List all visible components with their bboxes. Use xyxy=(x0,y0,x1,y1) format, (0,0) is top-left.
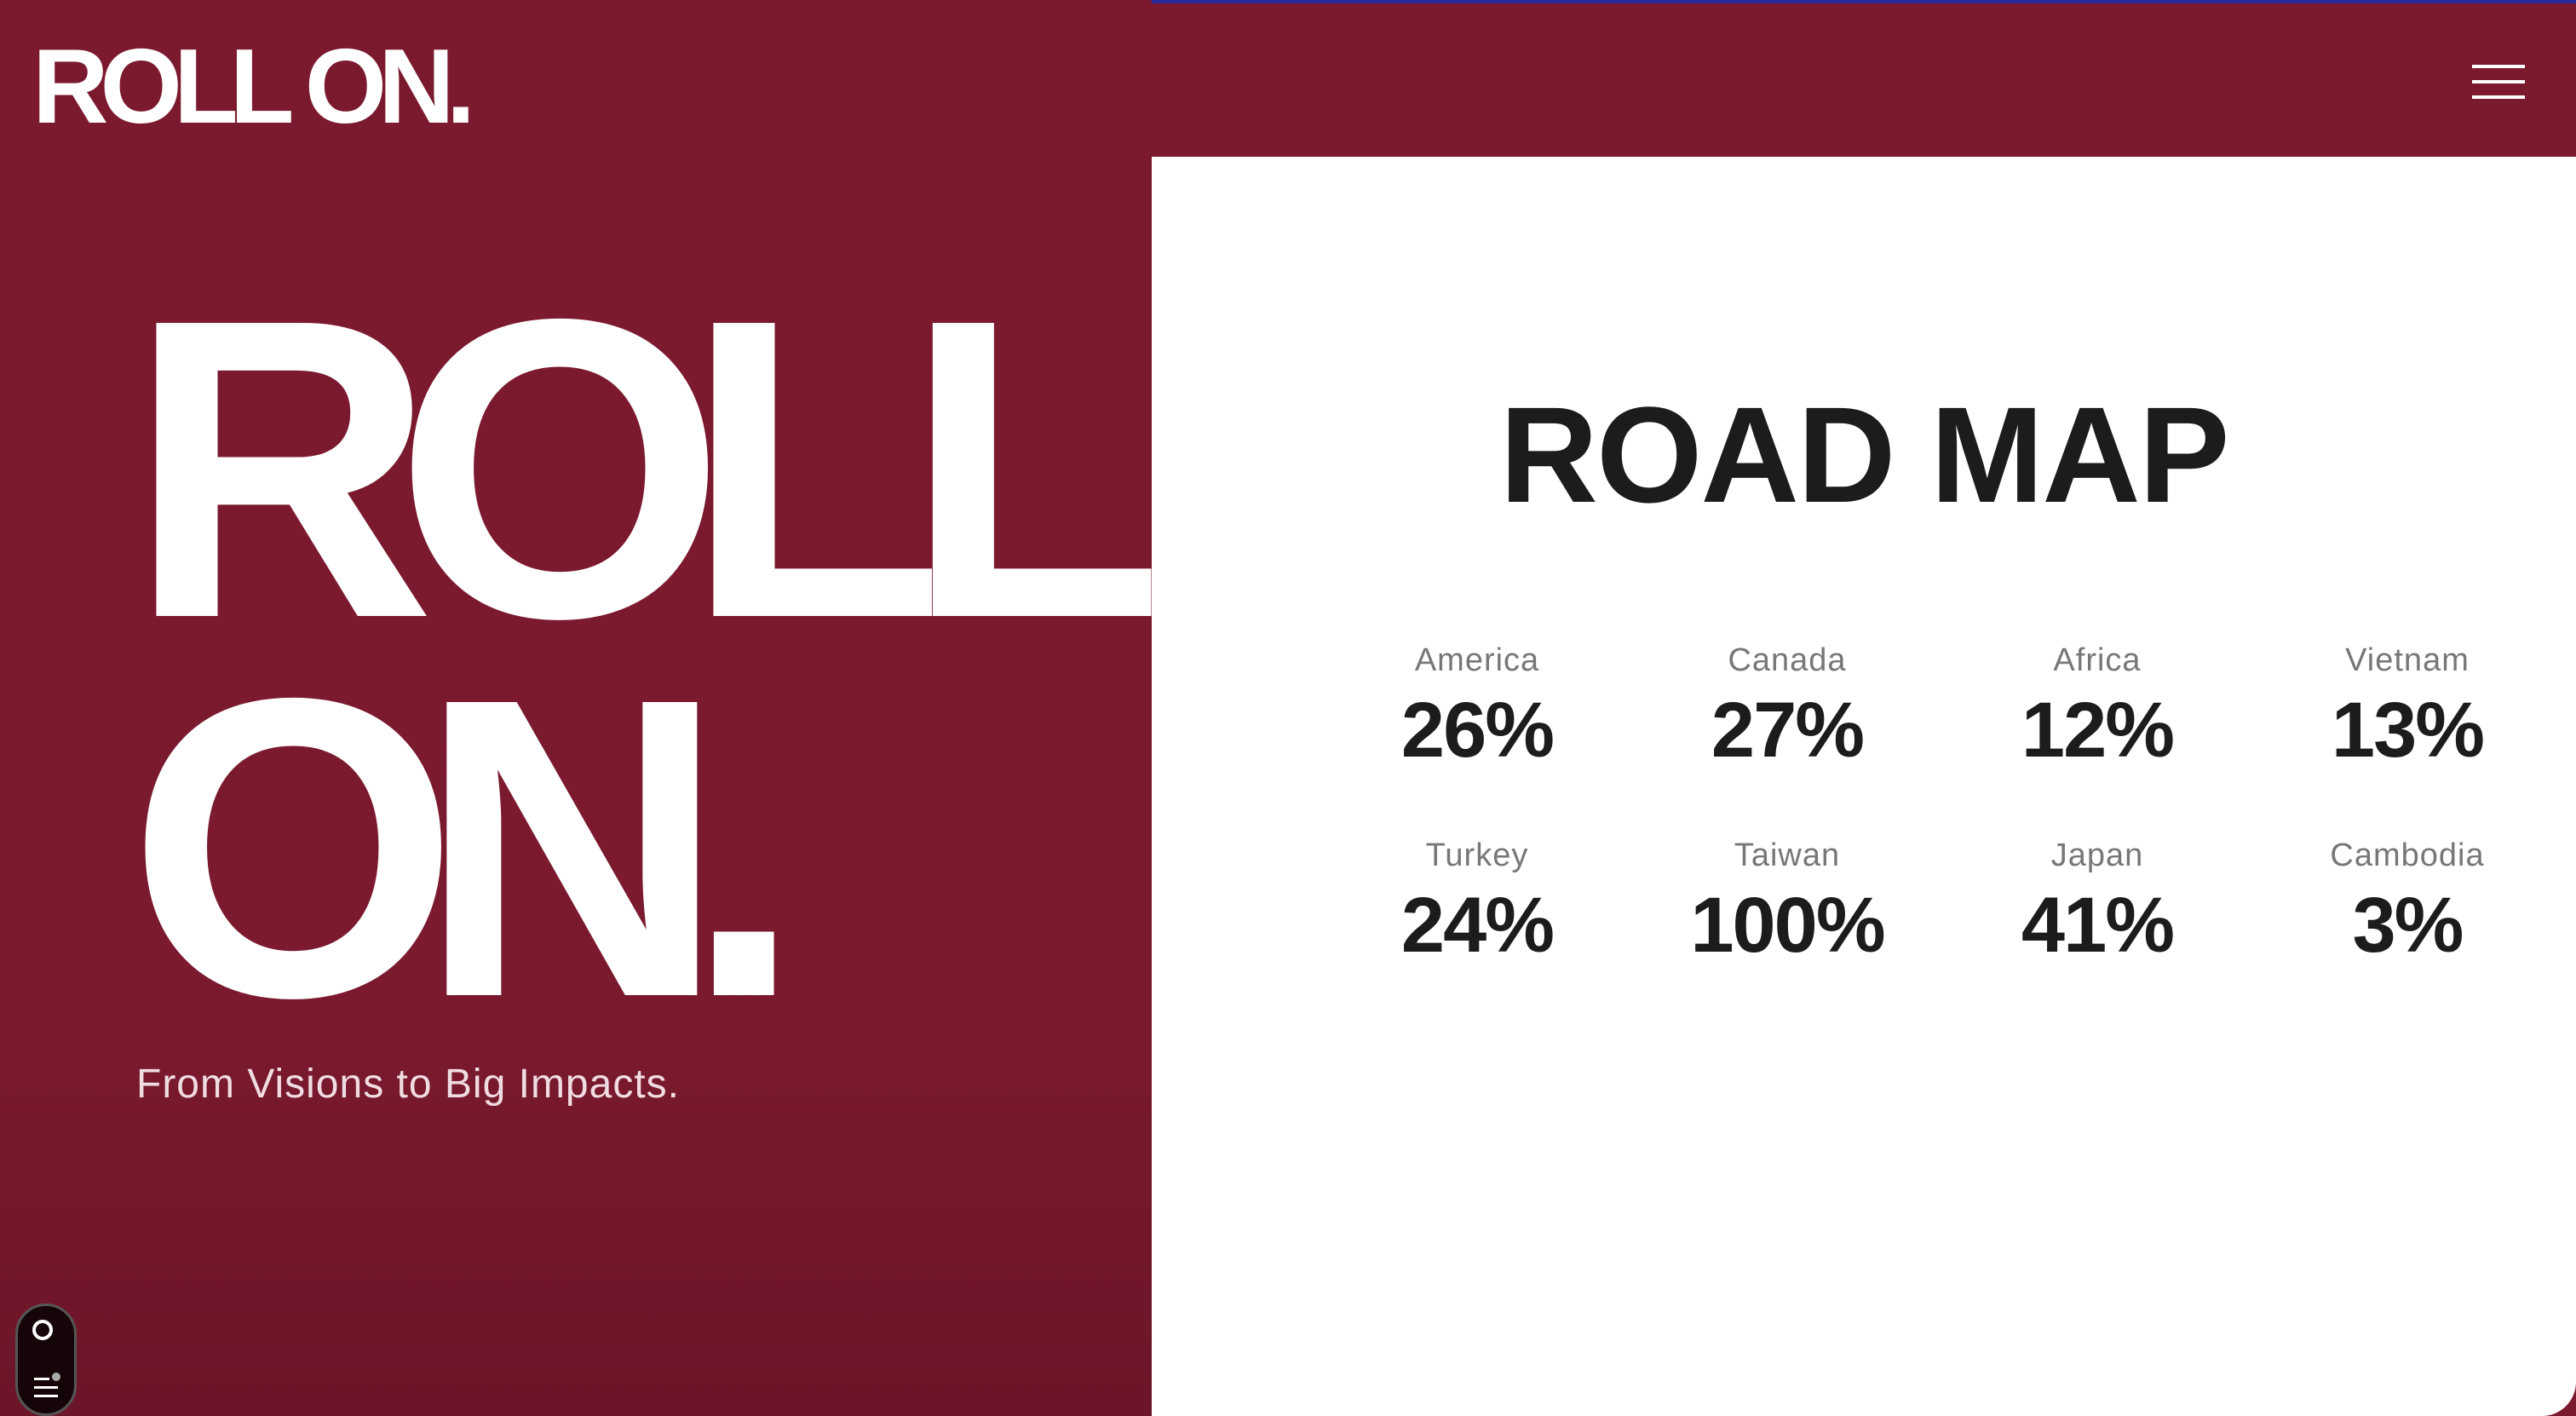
country-label: Africa xyxy=(2053,642,2142,678)
roadmap-grid: America 26% Canada 27% Africa 12% Vietnam 13… xyxy=(1322,642,2562,964)
roadmap-item: Canada 27% xyxy=(1632,642,1942,769)
country-percent: 24% xyxy=(1400,882,1555,969)
country-percent: 100% xyxy=(1690,882,1885,969)
hero-title-line1: ROLL xyxy=(128,230,1164,706)
hamburger-menu-icon[interactable] xyxy=(2472,65,2525,99)
hero-title-line2: ON. xyxy=(128,609,803,1085)
country-label: Taiwan xyxy=(1734,838,1841,873)
notification-dot-icon xyxy=(52,1373,60,1381)
hero-section xyxy=(0,0,1152,1416)
hero-tagline: From Visions to Big Impacts. xyxy=(136,1062,680,1107)
roadmap-item: Taiwan 100% xyxy=(1632,838,1942,964)
country-percent: 41% xyxy=(2021,882,2175,969)
roadmap-item: Japan 41% xyxy=(1942,838,2252,964)
list-menu-icon[interactable] xyxy=(34,1378,58,1403)
country-percent: 26% xyxy=(1400,687,1555,774)
roadmap-item: Turkey 24% xyxy=(1322,838,1632,964)
stopwatch-icon[interactable] xyxy=(32,1320,53,1340)
country-label: Canada xyxy=(1728,642,1847,678)
roadmap-item: Cambodia 3% xyxy=(2252,838,2562,964)
country-percent: 27% xyxy=(1711,687,1865,774)
roadmap-item: Africa 12% xyxy=(1942,642,2252,769)
logo[interactable]: ROLL ON. xyxy=(32,28,475,146)
window-top-border xyxy=(0,0,2576,3)
floating-toolbar-widget[interactable] xyxy=(15,1304,77,1416)
country-label: Cambodia xyxy=(2330,838,2485,873)
country-percent: 12% xyxy=(2021,687,2175,774)
country-label: Turkey xyxy=(1425,838,1529,873)
roadmap-item: Vietnam 13% xyxy=(2252,642,2562,769)
country-label: America xyxy=(1414,642,1540,678)
roadmap-item: America 26% xyxy=(1322,642,1632,769)
country-percent: 13% xyxy=(2331,687,2485,774)
roadmap-panel: ROAD MAP America 26% Canada 27% Africa 12% … xyxy=(1152,157,2576,1416)
roadmap-title: ROAD MAP xyxy=(1499,378,2229,531)
country-label: Vietnam xyxy=(2345,642,2470,678)
country-percent: 3% xyxy=(2352,882,2464,969)
country-label: Japan xyxy=(2050,838,2144,873)
